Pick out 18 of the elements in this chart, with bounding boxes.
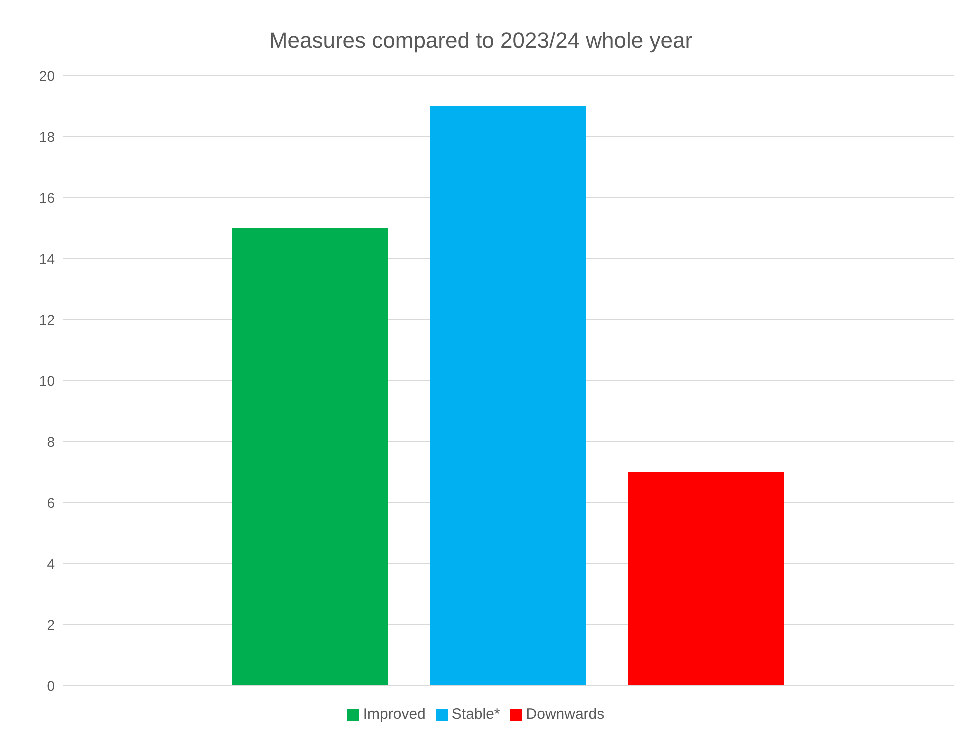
bar (430, 106, 586, 686)
y-tick-label: 12 (39, 312, 56, 328)
y-tick-label: 6 (47, 494, 56, 511)
y-tick-label: 8 (47, 434, 56, 450)
y-tick-label: 0 (47, 678, 56, 694)
y-tick-label: 4 (47, 556, 56, 572)
legend-label: Improved (363, 706, 426, 723)
chart-title: Measures compared to 2023/24 whole year (268, 28, 694, 54)
legend-label: Downwards (526, 706, 605, 723)
y-tick-label: 16 (39, 190, 56, 206)
y-tick-label: 10 (39, 372, 56, 389)
legend-label: Stable* (452, 706, 500, 723)
bar (232, 228, 388, 686)
bar (628, 472, 784, 686)
y-tick-label: 14 (39, 250, 56, 267)
y-tick-label: 20 (39, 68, 56, 84)
y-tick-label: 2 (47, 616, 56, 633)
y-tick-label: 18 (39, 128, 56, 145)
